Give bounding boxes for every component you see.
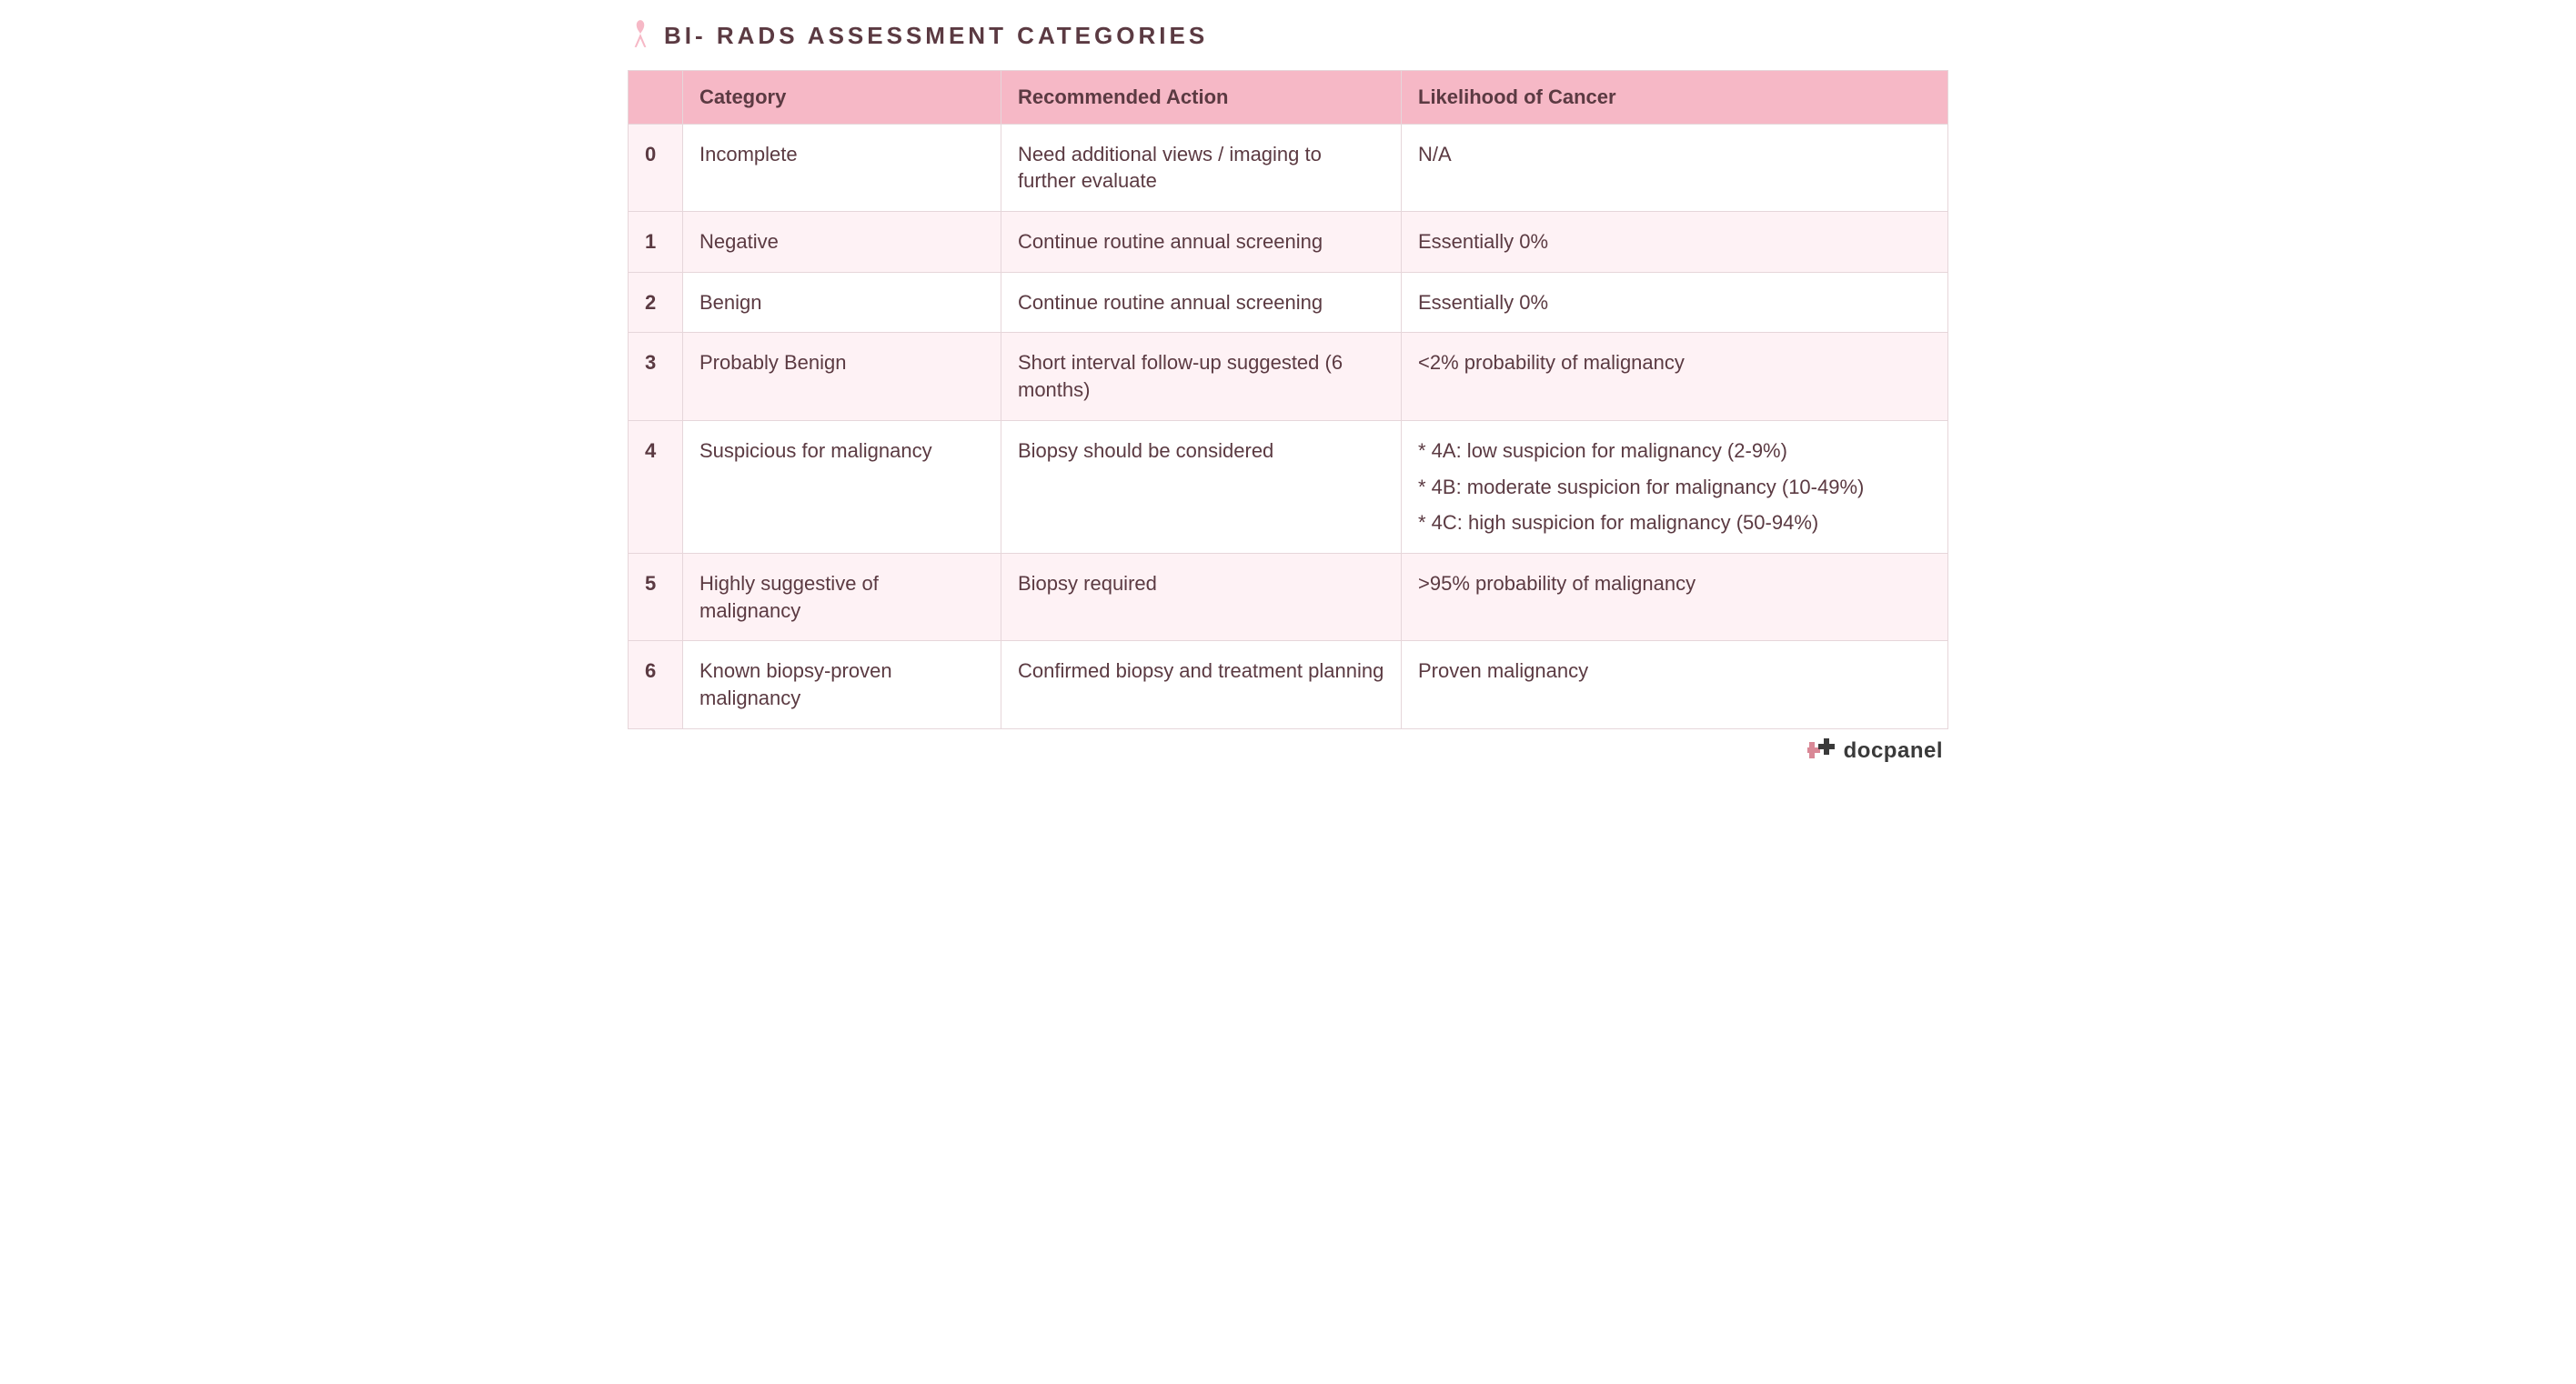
page-container: BI- RADS ASSESSMENT CATEGORIES Category …: [606, 0, 1970, 777]
row-action: Continue routine annual screening: [1001, 212, 1402, 273]
likelihood-line: * 4B: moderate suspicion for malignancy …: [1418, 474, 1931, 501]
row-number: 5: [629, 553, 683, 640]
row-category: Probably Benign: [683, 333, 1001, 420]
docpanel-logo-text: docpanel: [1844, 738, 1943, 764]
row-likelihood: N/A: [1402, 124, 1948, 211]
row-category: Negative: [683, 212, 1001, 273]
table-row: 6Known biopsy-proven malignancyConfirmed…: [629, 641, 1948, 728]
table-row: 1NegativeContinue routine annual screeni…: [629, 212, 1948, 273]
row-action: Biopsy required: [1001, 553, 1402, 640]
row-number: 2: [629, 272, 683, 333]
table-header-row: Category Recommended Action Likelihood o…: [629, 71, 1948, 125]
footer-logo: docpanel: [628, 737, 1948, 767]
likelihood-line: * 4A: low suspicion for malignancy (2-9%…: [1418, 437, 1931, 465]
row-category: Highly suggestive of malignancy: [683, 553, 1001, 640]
col-header-category: Category: [683, 71, 1001, 125]
table-row: 2BenignContinue routine annual screening…: [629, 272, 1948, 333]
row-number: 0: [629, 124, 683, 211]
row-number: 3: [629, 333, 683, 420]
row-likelihood: >95% probability of malignancy: [1402, 553, 1948, 640]
table-row: 5Highly suggestive of malignancyBiopsy r…: [629, 553, 1948, 640]
row-action: Continue routine annual screening: [1001, 272, 1402, 333]
col-header-action: Recommended Action: [1001, 71, 1402, 125]
col-header-num: [629, 71, 683, 125]
row-category: Known biopsy-proven malignancy: [683, 641, 1001, 728]
ribbon-icon: [628, 18, 653, 54]
table-row: 0IncompleteNeed additional views / imagi…: [629, 124, 1948, 211]
birads-table: Category Recommended Action Likelihood o…: [628, 70, 1948, 729]
likelihood-line: * 4C: high suspicion for malignancy (50-…: [1418, 509, 1931, 537]
row-category: Suspicious for malignancy: [683, 420, 1001, 553]
table-body: 0IncompleteNeed additional views / imagi…: [629, 124, 1948, 728]
row-likelihood: Essentially 0%: [1402, 212, 1948, 273]
row-likelihood: * 4A: low suspicion for malignancy (2-9%…: [1402, 420, 1948, 553]
page-title: BI- RADS ASSESSMENT CATEGORIES: [664, 22, 1208, 50]
row-number: 4: [629, 420, 683, 553]
col-header-likelihood: Likelihood of Cancer: [1402, 71, 1948, 125]
row-category: Benign: [683, 272, 1001, 333]
row-action: Short interval follow-up suggested (6 mo…: [1001, 333, 1402, 420]
table-row: 4Suspicious for malignancyBiopsy should …: [629, 420, 1948, 553]
row-number: 1: [629, 212, 683, 273]
row-category: Incomplete: [683, 124, 1001, 211]
table-row: 3Probably BenignShort interval follow-up…: [629, 333, 1948, 420]
row-likelihood: <2% probability of malignancy: [1402, 333, 1948, 420]
title-row: BI- RADS ASSESSMENT CATEGORIES: [628, 18, 1948, 54]
docpanel-logo-icon: [1807, 737, 1838, 767]
row-action: Biopsy should be considered: [1001, 420, 1402, 553]
row-number: 6: [629, 641, 683, 728]
row-likelihood: Proven malignancy: [1402, 641, 1948, 728]
row-likelihood: Essentially 0%: [1402, 272, 1948, 333]
row-action: Need additional views / imaging to furth…: [1001, 124, 1402, 211]
row-action: Confirmed biopsy and treatment planning: [1001, 641, 1402, 728]
